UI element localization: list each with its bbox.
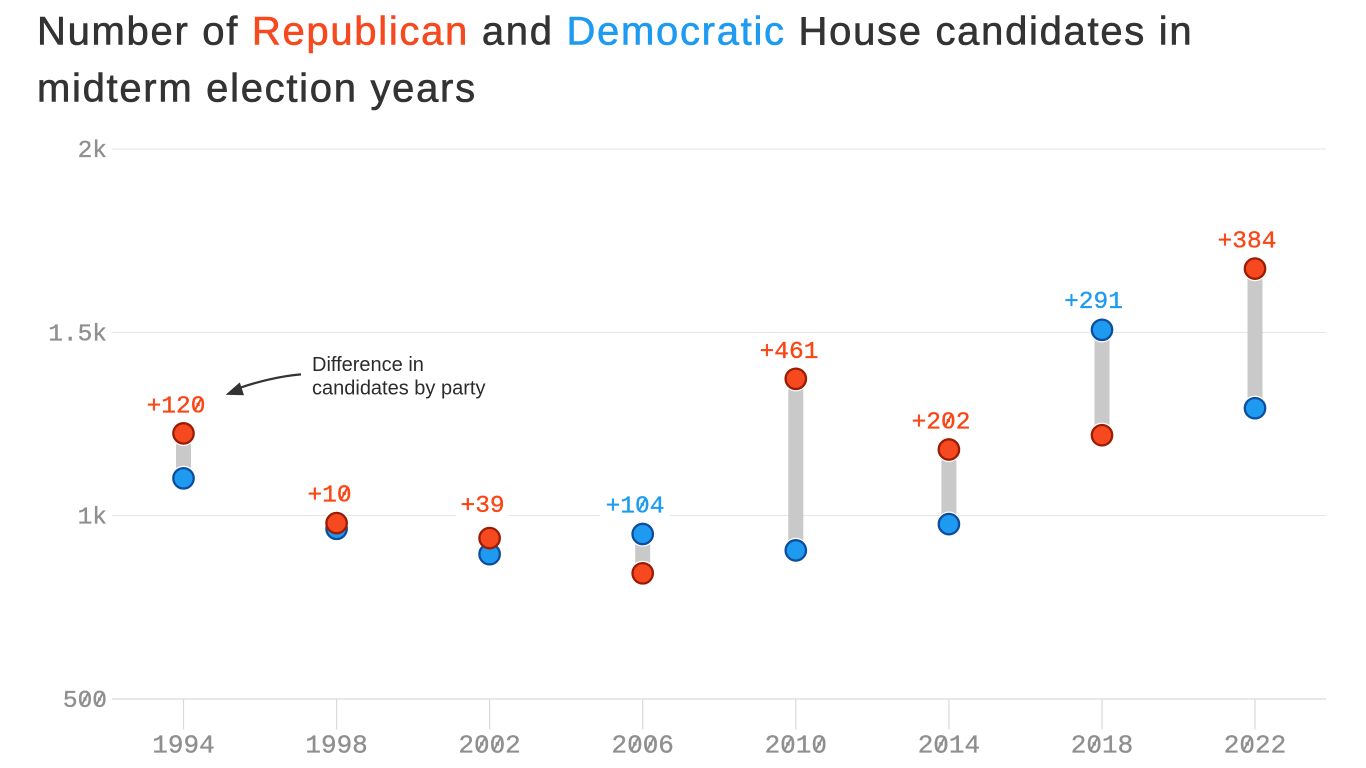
svg-text:500: 500 bbox=[63, 688, 107, 715]
svg-text:+39: +39 bbox=[461, 493, 505, 520]
svg-text:2010: 2010 bbox=[765, 730, 827, 760]
svg-text:2k: 2k bbox=[78, 138, 107, 165]
svg-text:Difference in: Difference in bbox=[312, 354, 424, 376]
svg-text:1994: 1994 bbox=[152, 730, 214, 760]
svg-text:1998: 1998 bbox=[305, 730, 367, 760]
svg-text:2002: 2002 bbox=[458, 730, 520, 760]
svg-text:+291: +291 bbox=[1064, 289, 1123, 316]
svg-text:Number of Republican and Democ: Number of Republican and Democratic Hous… bbox=[37, 10, 1193, 54]
svg-text:+461: +461 bbox=[760, 339, 819, 366]
svg-text:+202: +202 bbox=[912, 410, 971, 437]
svg-text:candidates by party: candidates by party bbox=[312, 378, 485, 400]
svg-text:midterm election years: midterm election years bbox=[37, 67, 477, 111]
svg-text:2018: 2018 bbox=[1071, 730, 1133, 760]
svg-text:2006: 2006 bbox=[611, 730, 673, 760]
svg-text:+384: +384 bbox=[1218, 229, 1277, 256]
svg-text:1.5k: 1.5k bbox=[48, 322, 107, 349]
svg-text:1k: 1k bbox=[78, 505, 107, 532]
svg-text:2014: 2014 bbox=[918, 730, 980, 760]
svg-text:2022: 2022 bbox=[1224, 730, 1286, 760]
svg-text:+10: +10 bbox=[307, 483, 351, 510]
svg-text:+104: +104 bbox=[606, 493, 665, 520]
